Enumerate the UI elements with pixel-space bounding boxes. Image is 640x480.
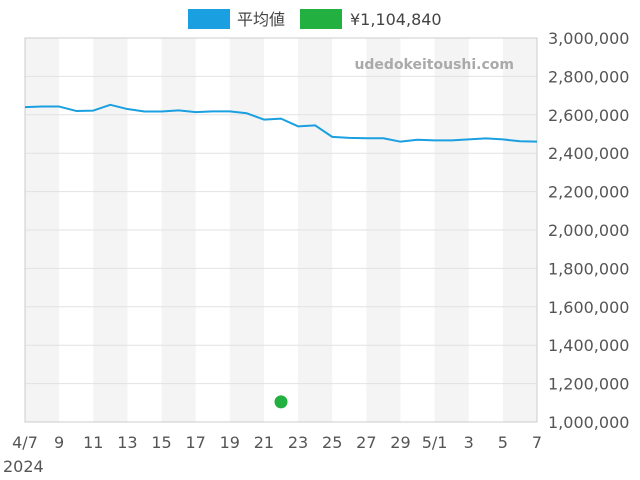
series-line-average — [24, 103, 538, 143]
plot-frame — [24, 37, 538, 423]
legend: 平均値 ¥1,104,840 — [188, 9, 442, 29]
y-tick-label: 1,600,000 — [548, 298, 629, 317]
watermark-text: udedokeitoushi.com — [354, 57, 514, 73]
x-tick-label: 5 — [498, 433, 508, 452]
y-tick-label: 1,400,000 — [548, 336, 629, 355]
x-tick-label: 25 — [322, 433, 342, 452]
y-tick-label: 2,200,000 — [548, 183, 629, 202]
x-tick-label: 15 — [151, 433, 171, 452]
x-tick-label: 7 — [532, 433, 542, 452]
legend-label: 平均値 — [237, 10, 285, 29]
x-tick-label: 13 — [117, 433, 137, 452]
x-tick-label: 4/7 — [12, 433, 38, 452]
series-layer — [24, 103, 538, 409]
legend-swatch — [300, 9, 342, 29]
x-tick-label: 9 — [54, 433, 64, 452]
x-tick-label: 21 — [254, 433, 274, 452]
x-tick-label: 19 — [220, 433, 240, 452]
x-tick-label: 17 — [185, 433, 205, 452]
x-tick-label: 27 — [356, 433, 376, 452]
x-tick-label: 23 — [288, 433, 308, 452]
legend-swatch — [188, 9, 230, 29]
x-axis-ticks: 4/7 9 11 13 15 17 19 21 23 25 27 29 5/1 3 5 7 — [12, 433, 542, 452]
y-tick-label: 2,000,000 — [548, 221, 629, 240]
y-tick-label: 2,600,000 — [548, 106, 629, 125]
y-tick-label: 2,800,000 — [548, 67, 629, 86]
x-tick-label: 29 — [390, 433, 410, 452]
y-tick-label: 3,000,000 — [548, 29, 629, 48]
x-axis-year-label: 2024 — [3, 457, 44, 476]
y-tick-label: 1,200,000 — [548, 375, 629, 394]
y-tick-label: 1,800,000 — [548, 259, 629, 278]
x-tick-label: 11 — [83, 433, 103, 452]
x-tick-label: 3 — [464, 433, 474, 452]
x-tick-label: 5/1 — [422, 433, 448, 452]
scatter-point — [274, 395, 288, 409]
legend-label: ¥1,104,840 — [350, 10, 442, 29]
y-tick-label: 2,400,000 — [548, 144, 629, 163]
y-tick-label: 1,000,000 — [548, 413, 629, 432]
y-axis-ticks: 3,000,000 2,800,000 2,600,000 2,400,000 2,20… — [548, 29, 629, 432]
